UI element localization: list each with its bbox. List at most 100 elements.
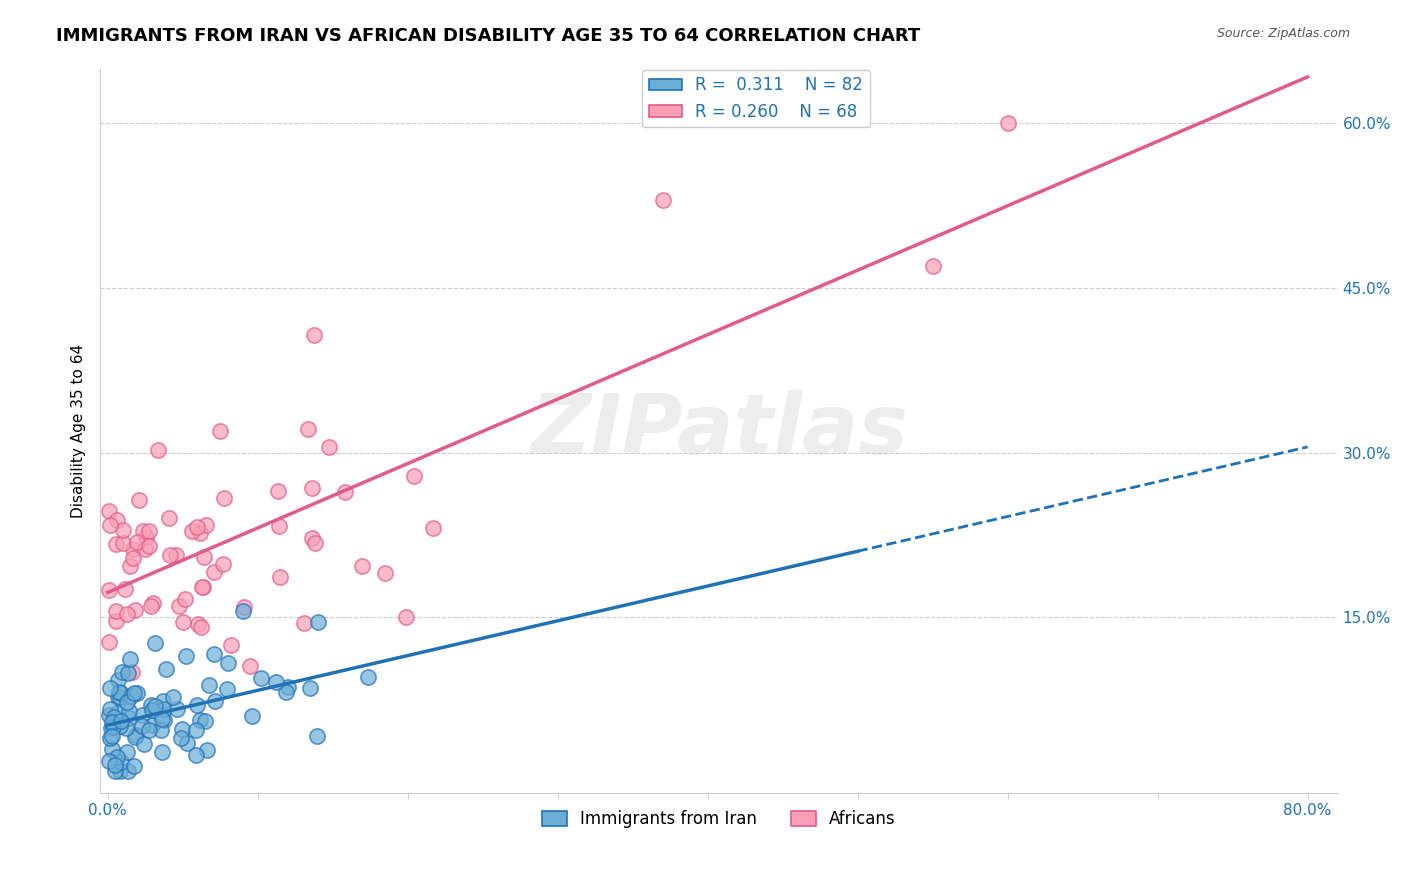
Point: [120, 689, 142, 703]
Point: [118, 705, 141, 719]
Point: [107, 690, 129, 705]
Point: [128, 492, 150, 507]
Point: [98, 504, 121, 518]
Point: [121, 541, 143, 556]
Point: [174, 592, 197, 607]
Point: [134, 541, 156, 556]
Point: [110, 714, 132, 728]
Point: [108, 685, 131, 699]
Point: [138, 723, 160, 738]
Point: [121, 551, 143, 566]
Point: [166, 702, 188, 716]
Point: [122, 686, 145, 700]
Point: [108, 719, 131, 733]
Point: [395, 610, 418, 624]
Point: [152, 745, 174, 759]
Point: [141, 718, 163, 732]
Point: [157, 511, 180, 525]
Point: [117, 764, 139, 778]
Point: [304, 535, 326, 549]
Point: [100, 742, 122, 756]
Point: [422, 521, 444, 535]
Point: [186, 748, 208, 763]
Point: [120, 558, 142, 573]
Point: [100, 721, 122, 735]
Point: [98, 707, 121, 722]
Point: [159, 548, 181, 562]
Point: [274, 685, 297, 699]
Point: [104, 758, 127, 772]
Point: [165, 548, 187, 562]
Point: [153, 713, 176, 727]
Point: [402, 469, 425, 483]
Point: [114, 582, 136, 597]
Point: [195, 742, 218, 756]
Point: [150, 723, 173, 738]
Point: [115, 745, 138, 759]
Point: [98, 518, 121, 533]
Point: [240, 709, 263, 723]
Point: [142, 596, 165, 610]
Point: [105, 706, 128, 720]
Point: [118, 652, 141, 666]
Point: [264, 674, 287, 689]
Point: [146, 443, 169, 458]
Point: [122, 759, 145, 773]
Point: [191, 580, 214, 594]
Point: [124, 602, 146, 616]
Text: Source: ZipAtlas.com: Source: ZipAtlas.com: [1216, 27, 1350, 40]
Point: [131, 708, 153, 723]
Point: [277, 680, 299, 694]
Point: [98, 755, 121, 769]
Point: [104, 764, 127, 778]
Point: [155, 662, 177, 676]
Point: [188, 525, 211, 540]
Point: [118, 711, 141, 725]
Point: [112, 523, 135, 537]
Point: [374, 566, 396, 580]
Point: [186, 723, 208, 737]
Point: [103, 709, 125, 723]
Point: [167, 599, 190, 614]
Point: [194, 714, 217, 728]
Point: [301, 482, 323, 496]
Point: [208, 425, 231, 439]
Point: [105, 513, 128, 527]
Point: [204, 693, 226, 707]
Point: [651, 193, 673, 207]
Point: [239, 658, 262, 673]
Point: [212, 558, 235, 572]
Point: [219, 639, 242, 653]
Point: [232, 604, 254, 618]
Point: [101, 729, 124, 743]
Point: [138, 539, 160, 553]
Point: [135, 530, 157, 544]
Point: [350, 558, 373, 573]
Point: [125, 728, 148, 742]
Point: [188, 713, 211, 727]
Point: [132, 524, 155, 538]
Point: [267, 484, 290, 499]
Point: [162, 690, 184, 704]
Point: [115, 607, 138, 621]
Point: [187, 617, 209, 632]
Point: [215, 681, 238, 696]
Point: [121, 665, 143, 680]
Point: [198, 678, 221, 692]
Point: [307, 729, 329, 743]
Point: [134, 737, 156, 751]
Legend: Immigrants from Iran, Africans: Immigrants from Iran, Africans: [536, 804, 903, 835]
Point: [301, 531, 323, 545]
Point: [143, 699, 166, 714]
Point: [190, 620, 212, 634]
Point: [152, 702, 174, 716]
Text: ZIPatlas: ZIPatlas: [530, 390, 908, 471]
Point: [297, 422, 319, 436]
Point: [176, 736, 198, 750]
Point: [150, 712, 173, 726]
Point: [170, 731, 193, 746]
Point: [292, 615, 315, 630]
Point: [232, 599, 254, 614]
Point: [107, 673, 129, 687]
Point: [143, 636, 166, 650]
